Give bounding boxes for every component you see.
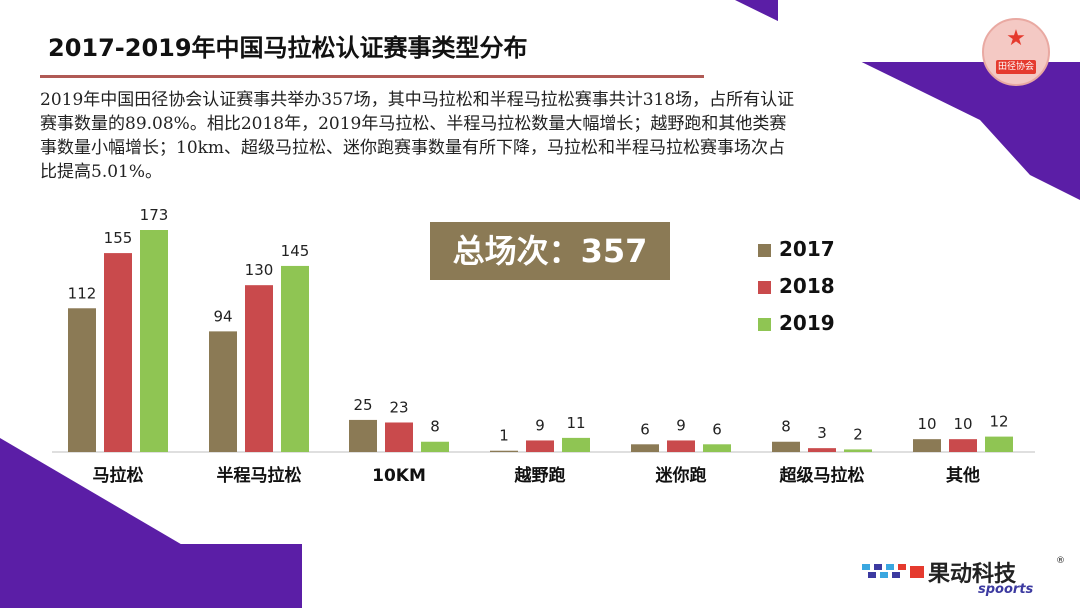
legend-swatch-2019: [758, 318, 771, 331]
data-label: 8: [430, 418, 440, 436]
logo-english-text: spoorts: [978, 582, 1034, 597]
athletics-association-logo: ★ 田径协会: [982, 18, 1050, 86]
bar-2019-4: [703, 444, 731, 452]
bar-2019-3: [562, 437, 590, 452]
data-label: 6: [640, 420, 650, 438]
data-label: 10: [953, 415, 972, 433]
legend-label: 2017: [779, 237, 835, 261]
legend-swatch-2017: [758, 244, 771, 257]
bar-2017-5: [772, 441, 800, 452]
stripes-icon: [862, 564, 924, 578]
category-label: 超级马拉松: [780, 465, 865, 486]
category-label: 10KM: [372, 466, 426, 486]
data-label: 9: [535, 416, 545, 434]
description-paragraph: 2019年中国田径协会认证赛事共举办357场，其中马拉松和半程马拉松赛事共计31…: [40, 90, 795, 182]
bar-2017-6: [913, 439, 941, 452]
data-label: 2: [853, 425, 863, 443]
data-label: 112: [68, 284, 97, 302]
bar-2018-1: [245, 285, 273, 452]
category-label: 越野跑: [514, 465, 566, 486]
bar-2019-1: [281, 265, 309, 452]
legend-label: 2019: [779, 311, 835, 335]
category-label: 其他: [946, 465, 980, 486]
data-label: 10: [917, 415, 936, 433]
data-label: 155: [104, 229, 133, 247]
bar-2018-2: [385, 422, 413, 452]
bar-2019-0: [140, 230, 168, 452]
bar-2018-3: [526, 440, 554, 452]
bar-2017-1: [209, 331, 237, 452]
data-label: 12: [989, 413, 1008, 431]
logo-chinese-text: 果动科技: [928, 562, 1017, 587]
data-label: 94: [213, 307, 232, 325]
data-label: 23: [389, 398, 408, 416]
data-label: 145: [281, 242, 310, 260]
star-icon: ★: [1006, 26, 1026, 51]
total-count-box: 总场次：357: [430, 222, 670, 280]
legend-swatch-2018: [758, 281, 771, 294]
data-label: 8: [781, 418, 791, 436]
bar-2017-2: [349, 419, 377, 452]
category-label: 半程马拉松: [217, 465, 302, 486]
slide-title: 2017-2019年中国马拉松认证赛事类型分布: [48, 34, 528, 62]
data-label: 130: [245, 261, 274, 279]
bar-2017-4: [631, 444, 659, 452]
data-label: 1: [499, 427, 509, 445]
company-logo: 果动科技 ® spoorts: [862, 556, 1072, 600]
category-label: 马拉松: [93, 465, 144, 486]
data-label: 173: [140, 206, 169, 224]
data-label: 9: [676, 416, 686, 434]
bar-2018-4: [667, 440, 695, 452]
data-label: 25: [353, 396, 372, 414]
title-underline: [40, 75, 704, 78]
bar-2017-3: [490, 450, 518, 452]
bar-2019-6: [985, 436, 1013, 452]
bar-2018-6: [949, 439, 977, 452]
bar-2018-0: [104, 253, 132, 452]
data-label: 11: [566, 414, 585, 432]
bar-2019-2: [421, 441, 449, 452]
bar-2018-5: [808, 448, 836, 452]
registered-mark: ®: [1056, 556, 1065, 566]
bar-2019-5: [844, 449, 872, 452]
bottom-left-purple-block: [0, 544, 302, 608]
data-label: 3: [817, 424, 827, 442]
badge-label: 田径协会: [996, 60, 1036, 74]
category-label: 迷你跑: [655, 465, 707, 486]
legend-label: 2018: [779, 274, 835, 298]
data-label: 6: [712, 420, 722, 438]
bar-2017-0: [68, 308, 96, 452]
